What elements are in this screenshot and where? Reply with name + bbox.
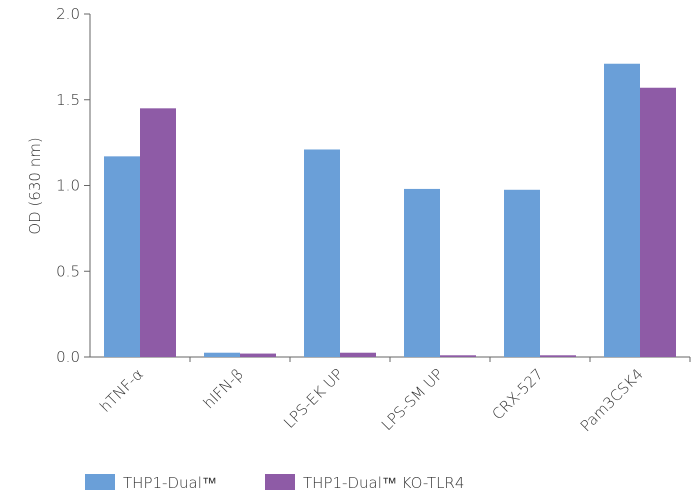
bar xyxy=(540,355,576,357)
x-tick-label: LPS-EK UP xyxy=(280,365,347,432)
y-tick-label: 2.0 xyxy=(56,5,80,23)
y-tick-label: 1.0 xyxy=(56,177,80,195)
bar xyxy=(204,352,240,357)
legend-swatch xyxy=(265,474,295,490)
legend-label: THP1-Dual™ xyxy=(123,474,217,492)
bar xyxy=(440,355,476,357)
x-tick-label: CRX-527 xyxy=(489,365,547,423)
x-tick-label: hIFN-β xyxy=(200,365,247,412)
bar xyxy=(140,108,176,357)
y-tick-label: 1.5 xyxy=(56,91,80,109)
y-axis-label: OD (630 nm) xyxy=(26,137,44,234)
legend-label: THP1-Dual™ KO-TLR4 xyxy=(303,474,464,492)
bar xyxy=(340,352,376,357)
bar xyxy=(304,149,340,357)
bar xyxy=(604,63,640,358)
bar xyxy=(504,189,540,357)
x-tick-label: Pam3CSK4 xyxy=(577,365,647,435)
x-tick-label: hTNF-α xyxy=(96,365,147,416)
y-tick-label: 0.0 xyxy=(56,348,80,366)
legend-swatch xyxy=(85,474,115,490)
bar xyxy=(240,353,276,357)
bar xyxy=(404,188,440,357)
bar xyxy=(104,156,140,357)
bar xyxy=(640,87,676,358)
x-tick-label: LPS-SM UP xyxy=(378,365,447,434)
y-tick-label: 0.5 xyxy=(56,262,80,280)
